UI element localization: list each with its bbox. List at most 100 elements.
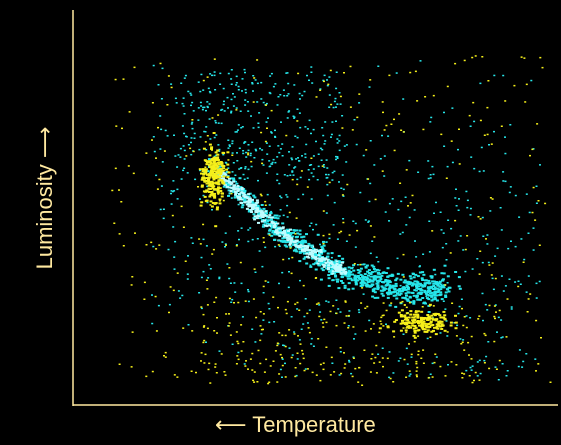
data-point xyxy=(439,365,442,368)
data-point xyxy=(279,239,283,242)
data-point xyxy=(204,172,208,174)
data-point xyxy=(422,320,426,323)
data-point xyxy=(338,374,341,376)
data-point xyxy=(490,274,493,276)
data-point xyxy=(407,280,411,283)
data-point xyxy=(523,57,526,59)
data-point xyxy=(227,159,230,161)
data-point xyxy=(324,140,327,142)
data-point xyxy=(318,304,321,306)
data-point xyxy=(317,302,320,304)
data-point xyxy=(358,270,362,273)
data-point xyxy=(528,211,531,214)
data-point xyxy=(488,264,491,266)
data-point xyxy=(549,381,552,383)
data-point xyxy=(274,221,278,224)
data-point xyxy=(118,233,121,235)
data-point xyxy=(279,353,282,356)
data-point xyxy=(258,217,262,220)
data-point xyxy=(248,197,252,200)
data-point xyxy=(281,240,285,243)
data-point xyxy=(406,288,410,291)
data-point xyxy=(362,277,366,280)
data-point xyxy=(510,308,513,310)
data-point xyxy=(463,373,466,375)
data-point xyxy=(365,279,369,282)
data-point xyxy=(517,285,520,288)
data-point xyxy=(361,278,365,281)
data-point xyxy=(231,171,234,173)
data-point xyxy=(202,238,205,241)
data-point xyxy=(337,308,340,310)
data-point xyxy=(151,139,153,141)
data-point xyxy=(325,173,327,176)
data-point xyxy=(388,287,392,289)
data-point xyxy=(518,216,521,218)
data-point xyxy=(342,271,346,274)
data-point xyxy=(324,261,328,264)
data-point xyxy=(219,173,223,176)
data-point xyxy=(214,151,218,154)
data-point xyxy=(246,101,249,103)
data-point xyxy=(535,297,538,299)
data-point xyxy=(416,275,420,278)
data-point xyxy=(428,251,431,253)
data-point xyxy=(145,244,148,246)
data-point xyxy=(402,131,405,133)
data-point xyxy=(388,280,392,283)
data-point xyxy=(206,105,209,108)
data-point xyxy=(270,218,273,221)
data-point xyxy=(326,259,330,262)
data-point xyxy=(494,277,497,280)
data-point xyxy=(319,89,322,91)
data-point xyxy=(231,343,234,345)
data-point xyxy=(427,322,431,325)
data-point xyxy=(399,357,402,359)
data-point xyxy=(454,62,457,65)
data-point xyxy=(118,363,121,365)
data-point xyxy=(335,324,338,327)
data-point xyxy=(238,196,242,199)
data-point xyxy=(206,201,209,204)
data-point xyxy=(442,232,445,234)
data-point xyxy=(428,290,432,292)
data-point xyxy=(351,375,354,378)
data-point xyxy=(305,252,309,255)
data-point xyxy=(207,174,211,177)
data-point xyxy=(369,225,372,227)
data-point xyxy=(384,287,387,290)
data-point xyxy=(210,205,214,208)
data-point xyxy=(207,161,211,164)
data-point xyxy=(315,303,318,305)
data-point xyxy=(380,292,384,295)
data-point xyxy=(446,331,449,333)
data-point xyxy=(295,242,299,245)
data-point xyxy=(331,270,335,273)
data-point xyxy=(247,289,249,291)
data-point xyxy=(343,352,345,354)
data-point xyxy=(227,147,230,149)
data-point xyxy=(343,145,346,147)
data-point xyxy=(218,198,222,201)
data-point xyxy=(501,363,504,365)
data-point xyxy=(439,291,443,294)
data-point xyxy=(417,291,421,294)
data-point xyxy=(318,315,321,318)
data-point xyxy=(430,324,433,327)
data-point xyxy=(473,120,476,123)
data-point xyxy=(302,257,306,260)
data-point xyxy=(210,185,214,188)
data-point xyxy=(267,302,270,305)
data-point xyxy=(340,261,344,264)
data-point xyxy=(201,108,204,111)
data-point xyxy=(405,312,409,315)
data-point xyxy=(448,286,452,289)
data-point xyxy=(283,95,286,97)
data-point xyxy=(145,152,148,154)
data-point xyxy=(372,265,376,268)
data-point xyxy=(265,142,268,144)
data-point xyxy=(328,76,331,78)
data-point xyxy=(327,83,330,86)
data-point xyxy=(433,286,437,289)
data-point xyxy=(278,373,281,375)
